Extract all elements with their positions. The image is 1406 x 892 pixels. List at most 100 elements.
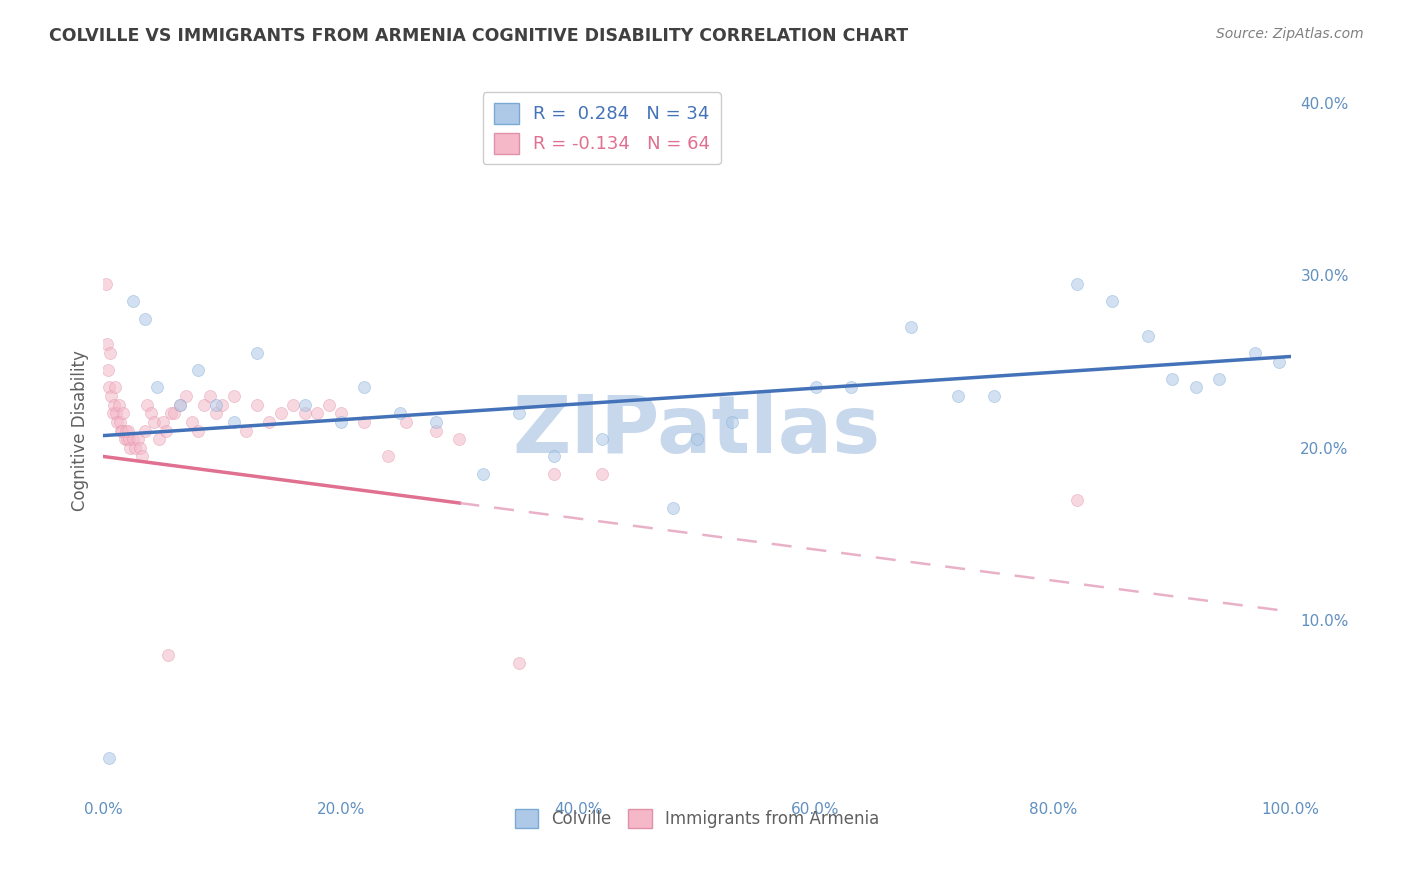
Point xyxy=(107,398,129,412)
Point xyxy=(721,415,744,429)
Point xyxy=(1267,354,1289,368)
Point xyxy=(281,398,304,412)
Point xyxy=(134,311,156,326)
Point xyxy=(205,398,228,412)
Point xyxy=(543,467,565,481)
Point xyxy=(508,657,530,671)
Point xyxy=(127,432,149,446)
Point xyxy=(591,432,613,446)
Point xyxy=(1208,372,1230,386)
Point xyxy=(115,432,138,446)
Point xyxy=(118,432,141,446)
Point xyxy=(270,406,292,420)
Point xyxy=(101,406,124,420)
Point xyxy=(193,398,215,412)
Point xyxy=(134,424,156,438)
Point xyxy=(198,389,221,403)
Point xyxy=(1137,328,1160,343)
Point xyxy=(804,380,827,394)
Point xyxy=(294,398,316,412)
Point xyxy=(205,406,228,420)
Point xyxy=(449,432,471,446)
Point xyxy=(108,415,131,429)
Text: COLVILLE VS IMMIGRANTS FROM ARMENIA COGNITIVE DISABILITY CORRELATION CHART: COLVILLE VS IMMIGRANTS FROM ARMENIA COGN… xyxy=(49,27,908,45)
Point xyxy=(1101,294,1123,309)
Legend: Colville, Immigrants from Armenia: Colville, Immigrants from Armenia xyxy=(508,803,886,835)
Point xyxy=(169,398,191,412)
Point xyxy=(839,380,862,394)
Point xyxy=(472,467,495,481)
Point xyxy=(139,406,162,420)
Point xyxy=(1066,277,1088,291)
Point xyxy=(425,415,447,429)
Point xyxy=(103,398,125,412)
Point xyxy=(222,415,245,429)
Point xyxy=(163,406,186,420)
Point xyxy=(353,415,375,429)
Point xyxy=(662,501,685,516)
Point xyxy=(120,441,142,455)
Point xyxy=(318,398,340,412)
Point xyxy=(100,389,122,403)
Point xyxy=(131,450,153,464)
Point xyxy=(543,450,565,464)
Point xyxy=(187,424,209,438)
Point xyxy=(329,406,352,420)
Y-axis label: Cognitive Disability: Cognitive Disability xyxy=(72,351,89,511)
Point xyxy=(112,406,135,420)
Point xyxy=(1066,492,1088,507)
Point xyxy=(246,398,269,412)
Point xyxy=(187,363,209,377)
Point xyxy=(104,380,127,394)
Point xyxy=(114,432,136,446)
Point xyxy=(117,424,139,438)
Point xyxy=(591,467,613,481)
Point xyxy=(98,380,121,394)
Point xyxy=(388,406,411,420)
Point xyxy=(111,424,134,438)
Point xyxy=(143,415,166,429)
Point xyxy=(136,398,159,412)
Point xyxy=(114,424,136,438)
Point xyxy=(946,389,969,403)
Point xyxy=(395,415,418,429)
Point xyxy=(110,424,132,438)
Point xyxy=(96,337,118,351)
Point xyxy=(148,432,170,446)
Point xyxy=(98,346,121,360)
Point xyxy=(1244,346,1267,360)
Point xyxy=(157,648,180,662)
Point xyxy=(159,406,181,420)
Point xyxy=(235,424,257,438)
Point xyxy=(222,389,245,403)
Point xyxy=(305,406,328,420)
Text: ZIPatlas: ZIPatlas xyxy=(513,392,882,469)
Point xyxy=(105,406,128,420)
Point xyxy=(686,432,709,446)
Point xyxy=(121,294,143,309)
Point xyxy=(145,380,167,394)
Point xyxy=(508,406,530,420)
Point xyxy=(169,398,191,412)
Point xyxy=(152,415,174,429)
Point xyxy=(98,751,121,765)
Point xyxy=(211,398,233,412)
Point xyxy=(1184,380,1206,394)
Point xyxy=(983,389,1005,403)
Point xyxy=(425,424,447,438)
Point xyxy=(246,346,269,360)
Point xyxy=(121,432,143,446)
Point xyxy=(294,406,316,420)
Point xyxy=(1160,372,1182,386)
Point xyxy=(259,415,281,429)
Point xyxy=(174,389,197,403)
Point xyxy=(105,415,128,429)
Point xyxy=(181,415,204,429)
Point xyxy=(329,415,352,429)
Point xyxy=(124,441,146,455)
Point xyxy=(94,277,117,291)
Text: Source: ZipAtlas.com: Source: ZipAtlas.com xyxy=(1216,27,1364,41)
Point xyxy=(353,380,375,394)
Point xyxy=(900,320,922,334)
Point xyxy=(129,441,152,455)
